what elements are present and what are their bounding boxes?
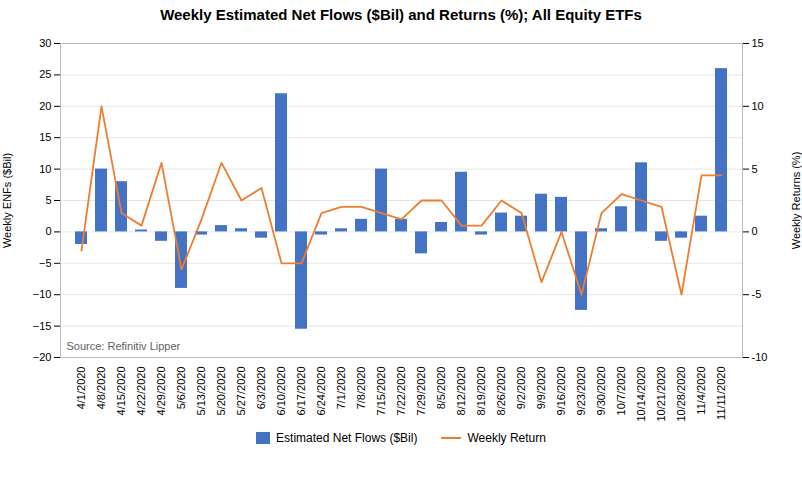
svg-text:5: 5	[45, 194, 51, 206]
svg-text:8/5/2020: 8/5/2020	[435, 367, 447, 410]
svg-text:9/23/2020: 9/23/2020	[575, 367, 587, 416]
svg-text:7/15/2020: 7/15/2020	[375, 367, 387, 416]
svg-text:9/9/2020: 9/9/2020	[535, 367, 547, 410]
svg-text:6/3/2020: 6/3/2020	[255, 367, 267, 410]
svg-text:15: 15	[752, 37, 764, 49]
svg-text:Weekly Returns (%): Weekly Returns (%)	[790, 152, 802, 250]
svg-text:0: 0	[752, 225, 758, 237]
html-text:Weekly Return: Weekly Return	[467, 431, 546, 445]
html-text:Estimated Net Flows ($Bil): Estimated Net Flows ($Bil)	[276, 431, 418, 445]
svg-text:8/26/2020: 8/26/2020	[495, 367, 507, 416]
svg-text:Weekly ENFs ($Bil): Weekly ENFs ($Bil)	[1, 153, 13, 248]
svg-text:0: 0	[45, 225, 51, 237]
svg-text:7/29/2020: 7/29/2020	[415, 367, 427, 416]
svg-text:6/17/2020: 6/17/2020	[295, 367, 307, 416]
svg-text:9/30/2020: 9/30/2020	[595, 367, 607, 416]
svg-text:6/10/2020: 6/10/2020	[275, 367, 287, 416]
svg-text:10/21/2020: 10/21/2020	[655, 367, 667, 422]
svg-text:4/1/2020: 4/1/2020	[75, 367, 87, 410]
svg-text:10: 10	[752, 100, 764, 112]
svg-text:4/29/2020: 4/29/2020	[155, 367, 167, 416]
svg-text:−20: −20	[33, 351, 52, 363]
svg-text:8/19/2020: 8/19/2020	[475, 367, 487, 416]
svg-text:30: 30	[39, 37, 51, 49]
html-text:Weekly Estimated Net Flows ($B: Weekly Estimated Net Flows ($Bil) and Re…	[160, 6, 642, 23]
svg-text:5/13/2020: 5/13/2020	[195, 367, 207, 416]
svg-text:10: 10	[39, 163, 51, 175]
svg-text:5/20/2020: 5/20/2020	[215, 367, 227, 416]
svg-text:10/28/2020: 10/28/2020	[675, 367, 687, 422]
svg-text:5: 5	[752, 163, 758, 175]
svg-text:10/7/2020: 10/7/2020	[615, 367, 627, 416]
svg-text:−15: −15	[33, 320, 52, 332]
svg-text:6/24/2020: 6/24/2020	[315, 367, 327, 416]
svg-text:9/16/2020: 9/16/2020	[555, 367, 567, 416]
svg-text:5/27/2020: 5/27/2020	[235, 367, 247, 416]
svg-text:7/22/2020: 7/22/2020	[395, 367, 407, 416]
svg-text:-10: -10	[752, 351, 768, 363]
svg-text:11/4/2020: 11/4/2020	[695, 367, 707, 415]
svg-text:-5: -5	[752, 288, 762, 300]
svg-text:25: 25	[39, 68, 51, 80]
svg-text:10/14/2020: 10/14/2020	[635, 367, 647, 422]
svg-text:4/8/2020: 4/8/2020	[95, 367, 107, 410]
svg-text:7/1/2020: 7/1/2020	[335, 367, 347, 410]
svg-text:9/2/2020: 9/2/2020	[515, 367, 527, 410]
svg-text:Source: Refinitiv Lipper: Source: Refinitiv Lipper	[67, 340, 181, 352]
svg-text:11/11/2020: 11/11/2020	[715, 367, 727, 420]
svg-text:5/6/2020: 5/6/2020	[175, 367, 187, 410]
svg-text:−5: −5	[39, 257, 52, 269]
svg-text:7/8/2020: 7/8/2020	[355, 367, 367, 410]
svg-text:−10: −10	[33, 288, 52, 300]
svg-text:20: 20	[39, 100, 51, 112]
svg-text:4/15/2020: 4/15/2020	[115, 367, 127, 416]
svg-text:8/12/2020: 8/12/2020	[455, 367, 467, 416]
svg-text:15: 15	[39, 131, 51, 143]
svg-text:4/22/2020: 4/22/2020	[135, 367, 147, 416]
